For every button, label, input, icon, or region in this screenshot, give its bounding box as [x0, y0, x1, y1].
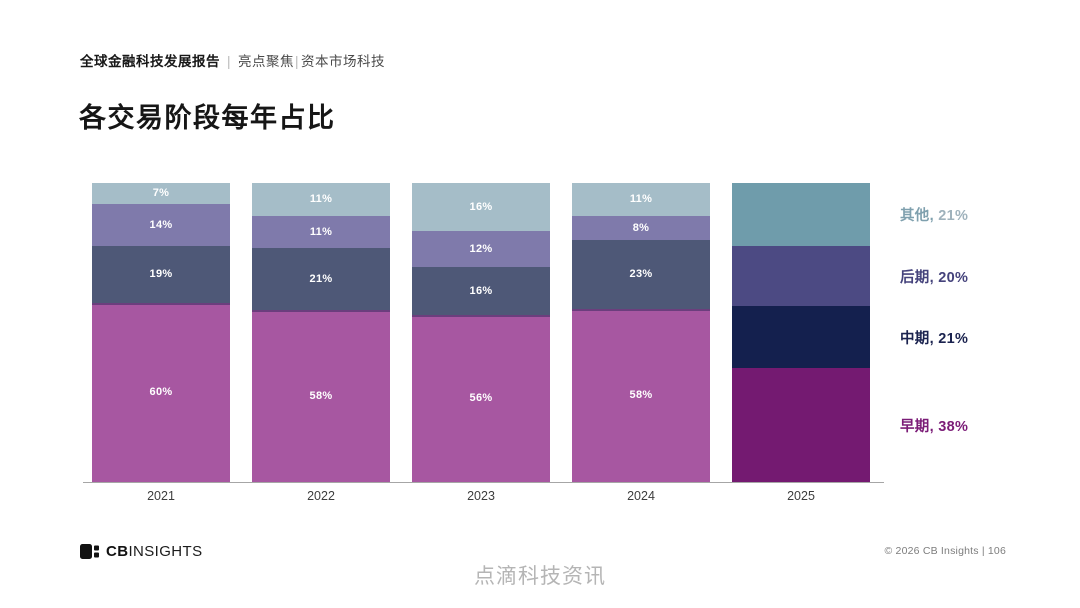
bar-segment-label: 16%: [469, 200, 493, 213]
cbinsights-logo-icon: [80, 544, 99, 559]
bar-segment-label: 11%: [309, 193, 333, 206]
legend-label: 后期,: [900, 269, 939, 286]
legend-label: 中期,: [900, 330, 939, 347]
watermark-text: 点滴科技资讯: [474, 565, 606, 588]
section-label: 亮点聚焦: [238, 54, 295, 69]
bar-segment-label: 23%: [629, 267, 653, 280]
bar-segment-label: 11%: [629, 193, 653, 206]
bar-segment-label: 16%: [469, 284, 493, 297]
cbinsights-logo: CBINSIGHTS: [80, 543, 203, 560]
bar-segment-label: 58%: [309, 389, 333, 402]
legend-value: 38%: [938, 419, 969, 436]
bar-segment-后期: 11%: [252, 215, 390, 249]
x-axis-label-2022: 2022: [307, 489, 335, 503]
legend-value: 21%: [938, 208, 969, 225]
legend-label: 其他,: [900, 208, 939, 225]
bar-segment-早期: 56%: [412, 314, 550, 482]
bar-segment-label: 60%: [149, 386, 173, 399]
x-axis-label-2025: 2025: [787, 489, 815, 503]
bar-2021: 60% 19% 14% 7%: [92, 183, 230, 482]
bar-segment-早期: 60%: [92, 302, 230, 482]
bar-segment-label: 19%: [149, 267, 173, 280]
bar-segment-早期: 58%: [572, 308, 710, 482]
separator: |: [295, 54, 300, 69]
bar-segment-中期: 21%: [252, 248, 390, 311]
legend-value: 20%: [938, 269, 969, 286]
bar-segment-中期: 16%: [412, 266, 550, 315]
bar-segment-中期: 19%: [92, 245, 230, 303]
bar-segment-label: 8%: [632, 221, 650, 234]
bar-segment-label: 11%: [309, 225, 333, 238]
x-axis-label-2023: 2023: [467, 489, 495, 503]
bar-segment-早期: 58%: [252, 310, 390, 482]
breadcrumb: 全球金融科技发展报告 | 亮点聚焦| 资本市场科技: [80, 50, 385, 70]
copyright-page-number: © 2026 CB Insights | 106: [884, 545, 1006, 557]
bar-segment-label: 21%: [309, 272, 333, 285]
cbinsights-logo-text: CBINSIGHTS: [106, 543, 203, 560]
legend-label: 早期,: [900, 419, 939, 436]
x-axis-label-2021: 2021: [147, 489, 175, 503]
page-title: 各交易阶段每年占比: [79, 103, 336, 134]
bar-segment-label: 12%: [469, 242, 493, 255]
x-axis-line: [83, 482, 884, 483]
legend-value: 21%: [938, 330, 969, 347]
bar-segment-label: 56%: [469, 392, 493, 405]
bar-segment-其他: 11%: [572, 183, 710, 216]
bar-segment-后期: 8%: [572, 215, 710, 240]
legend-item-中期: 中期, 21%: [900, 327, 1070, 348]
bar-segment-早期: [732, 368, 870, 482]
bar-segment-后期: 12%: [412, 230, 550, 267]
subsection-label: 资本市场科技: [301, 54, 386, 69]
bar-segment-label: 14%: [149, 218, 173, 231]
report-title: 全球金融科技发展报告: [80, 54, 220, 69]
bar-2024: 58% 23% 8% 11%: [572, 183, 710, 482]
bar-segment-其他: 7%: [92, 183, 230, 204]
legend-item-其他: 其他, 21%: [900, 204, 1070, 225]
bar-2022: 58% 21% 11% 11%: [252, 183, 390, 482]
bar-segment-其他: 11%: [252, 183, 390, 216]
bar-segment-label: 7%: [152, 187, 170, 200]
bar-segment-后期: [732, 245, 870, 306]
bar-segment-其他: [732, 183, 870, 246]
legend-item-早期: 早期, 38%: [900, 415, 1070, 436]
bar-segment-label: 58%: [629, 389, 653, 402]
separator: |: [227, 54, 232, 69]
x-axis-label-2024: 2024: [627, 489, 655, 503]
bar-2025: [732, 183, 870, 482]
bar-segment-中期: 23%: [572, 239, 710, 309]
bar-segment-其他: 16%: [412, 183, 550, 231]
bar-2023: 56% 16% 12% 16%: [412, 183, 550, 482]
bar-segment-中期: [732, 305, 870, 369]
legend-item-后期: 后期, 20%: [900, 266, 1070, 287]
bar-segment-后期: 14%: [92, 203, 230, 246]
